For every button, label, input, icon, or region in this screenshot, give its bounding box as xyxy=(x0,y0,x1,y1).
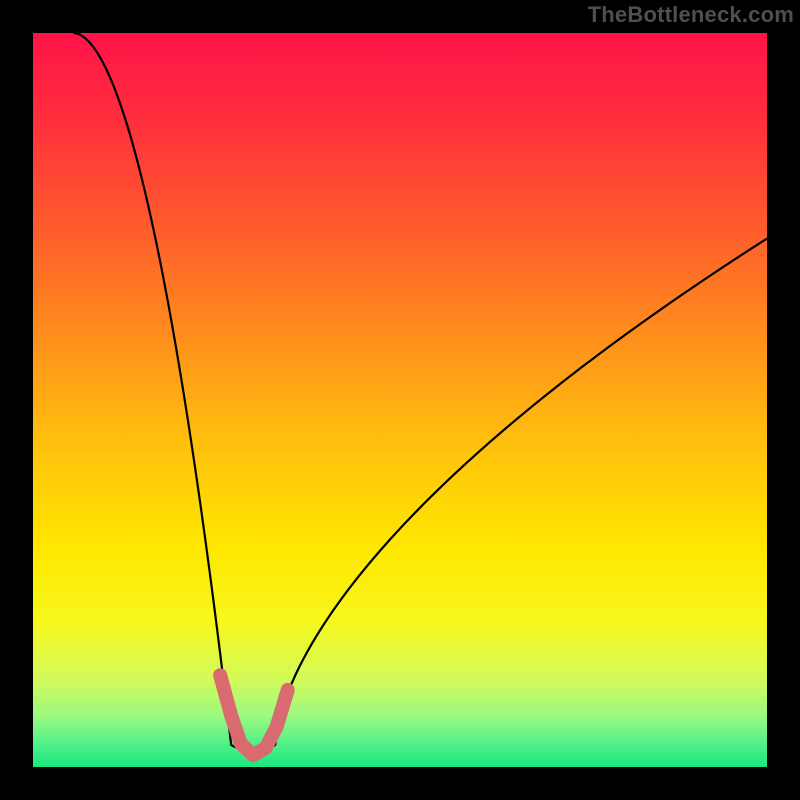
plot-area xyxy=(33,33,767,767)
chart-container: TheBottleneck.com xyxy=(0,0,800,800)
chart-svg xyxy=(0,0,800,800)
watermark-text: TheBottleneck.com xyxy=(588,2,794,28)
